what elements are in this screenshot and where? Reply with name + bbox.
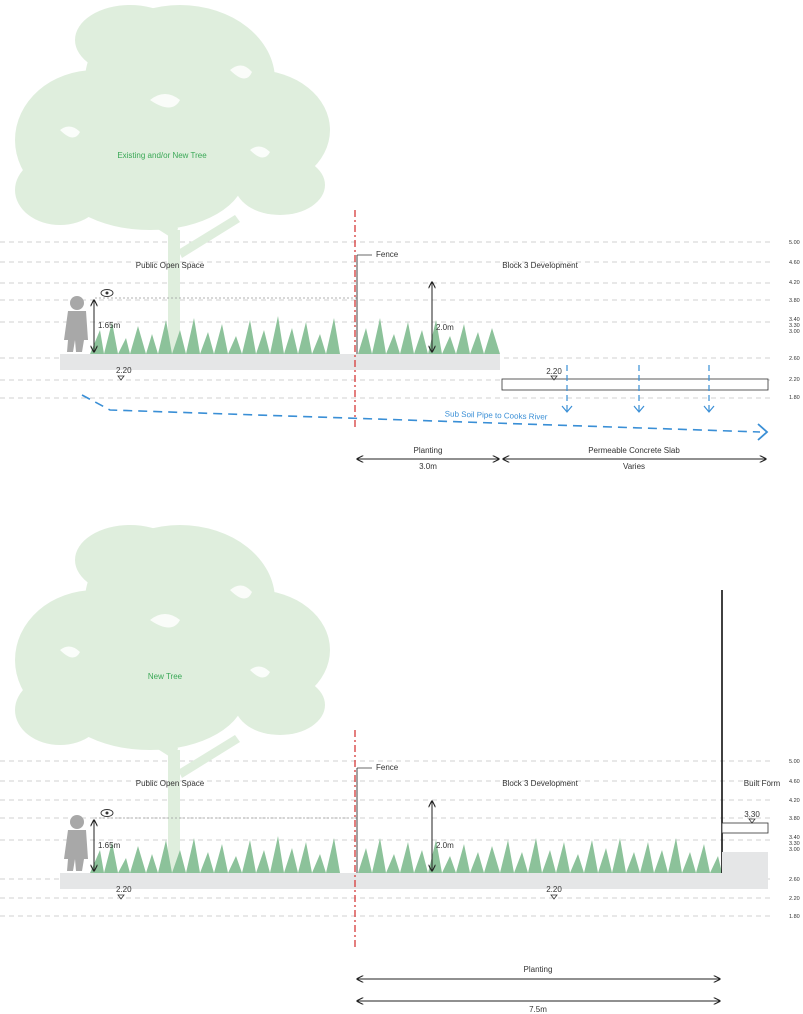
level-label: 1.80 (789, 395, 800, 401)
tree-leaf-details (60, 65, 270, 158)
pipe-label: Sub Soil Pipe to Cooks River (445, 409, 548, 421)
pipe-arrow-head (757, 423, 769, 441)
level-label: 3.00 (789, 847, 800, 853)
planting-grass (90, 316, 500, 354)
permeable-slab (501, 378, 769, 391)
tree-label: Existing and/or New Tree (117, 151, 207, 160)
section-1: Existing and/or New Tree 1.65m 2.20 Publ… (0, 5, 800, 471)
block-label: Block 3 Development (502, 261, 578, 270)
dim-label: Planting (414, 446, 443, 455)
ground-strip (60, 354, 355, 370)
built-form-ground (722, 852, 768, 889)
level-label: 3.80 (789, 298, 800, 304)
level-label: 3.40 (789, 835, 800, 841)
eye-icon (100, 809, 114, 817)
planting-grass (90, 836, 722, 873)
level-label: 2.20 (789, 896, 800, 902)
built-form-slab (721, 822, 769, 834)
level-label: 1.80 (789, 914, 800, 920)
section-2: New Tree 1.65m 2.20 Public Open Space Fe… (0, 525, 800, 1014)
level-labels: 5.00 4.60 4.20 3.80 3.40 3.30 3.00 2.60 … (789, 759, 800, 920)
level-label: 4.20 (789, 280, 800, 286)
block-label: Block 3 Development (502, 779, 578, 788)
fence-height-label: 2.0m (436, 323, 454, 332)
tree-silhouette (15, 525, 330, 880)
dim-value: 7.5m (529, 1005, 547, 1014)
ground-level-label: 2.20 (116, 366, 132, 375)
tree-silhouette (15, 5, 330, 360)
slab-level-label: 2.20 (546, 367, 562, 376)
level-label: 2.60 (789, 877, 800, 883)
fence-height-label: 2.0m (436, 841, 454, 850)
person-figure (64, 815, 88, 871)
level-label: 4.20 (789, 798, 800, 804)
eye-height-label: 1.65m (98, 321, 121, 330)
level-label: 3.80 (789, 816, 800, 822)
level-label: 2.60 (789, 356, 800, 362)
fence-label: Fence (376, 763, 399, 772)
dim-label: Permeable Concrete Slab (588, 446, 680, 455)
tree-label: New Tree (148, 672, 183, 681)
public-open-space-label: Public Open Space (136, 261, 205, 270)
level-label: 5.00 (789, 759, 800, 765)
level-label: 5.00 (789, 240, 800, 246)
eye-icon (100, 289, 114, 297)
dim-value: 3.0m (419, 462, 437, 471)
public-open-space-label: Public Open Space (136, 779, 205, 788)
level-label: 3.30 (789, 323, 800, 329)
ground-strip (60, 873, 722, 889)
eye-height-label: 1.65m (98, 841, 121, 850)
dim-label: Planting (524, 965, 553, 974)
level-label: 4.60 (789, 260, 800, 266)
level-label: 2.20 (789, 377, 800, 383)
level-label: 4.60 (789, 779, 800, 785)
mid-level-label: 2.20 (546, 885, 562, 894)
level-label: 3.40 (789, 317, 800, 323)
ground-level-label: 2.20 (116, 885, 132, 894)
subsoil-pipe-line (81, 394, 761, 433)
level-label: 3.30 (789, 841, 800, 847)
tree-leaf-details (60, 585, 270, 678)
level-labels: 5.00 4.60 4.20 3.80 3.40 3.30 3.00 2.60 … (789, 240, 800, 401)
person-figure (64, 296, 88, 352)
dim-value: Varies (623, 462, 645, 471)
fence-label: Fence (376, 250, 399, 259)
planting-ground (355, 354, 500, 370)
drainage-arrows (561, 365, 715, 413)
built-form-level-label: 3.30 (744, 810, 760, 819)
built-form-label: Built Form (744, 779, 781, 788)
level-label: 3.00 (789, 329, 800, 335)
